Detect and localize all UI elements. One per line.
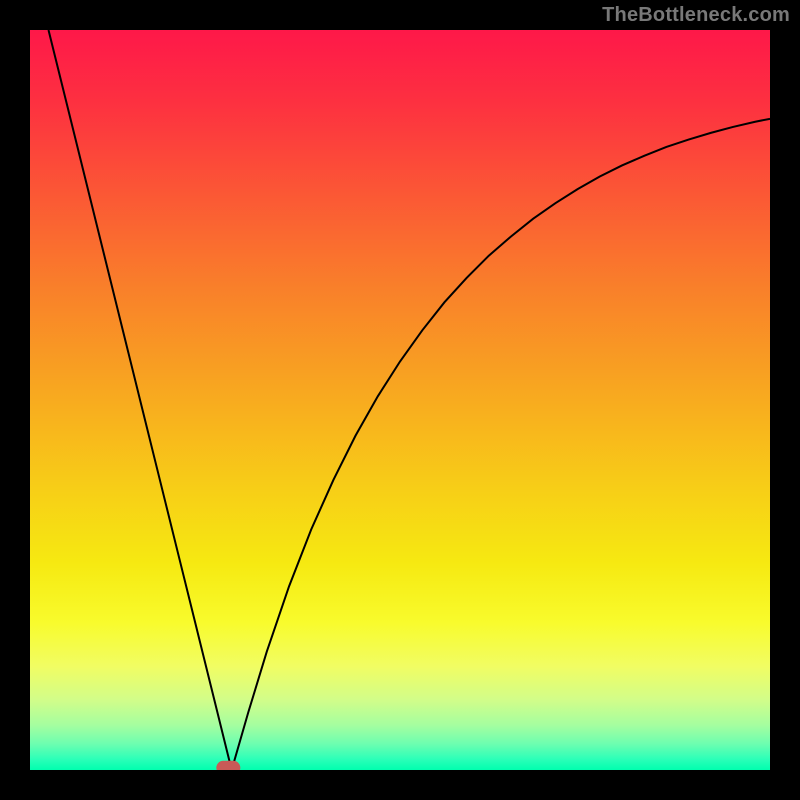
bottleneck-curve-chart [0, 0, 800, 800]
watermark-text: TheBottleneck.com [602, 4, 790, 27]
chart-container: TheBottleneck.com [0, 0, 800, 800]
